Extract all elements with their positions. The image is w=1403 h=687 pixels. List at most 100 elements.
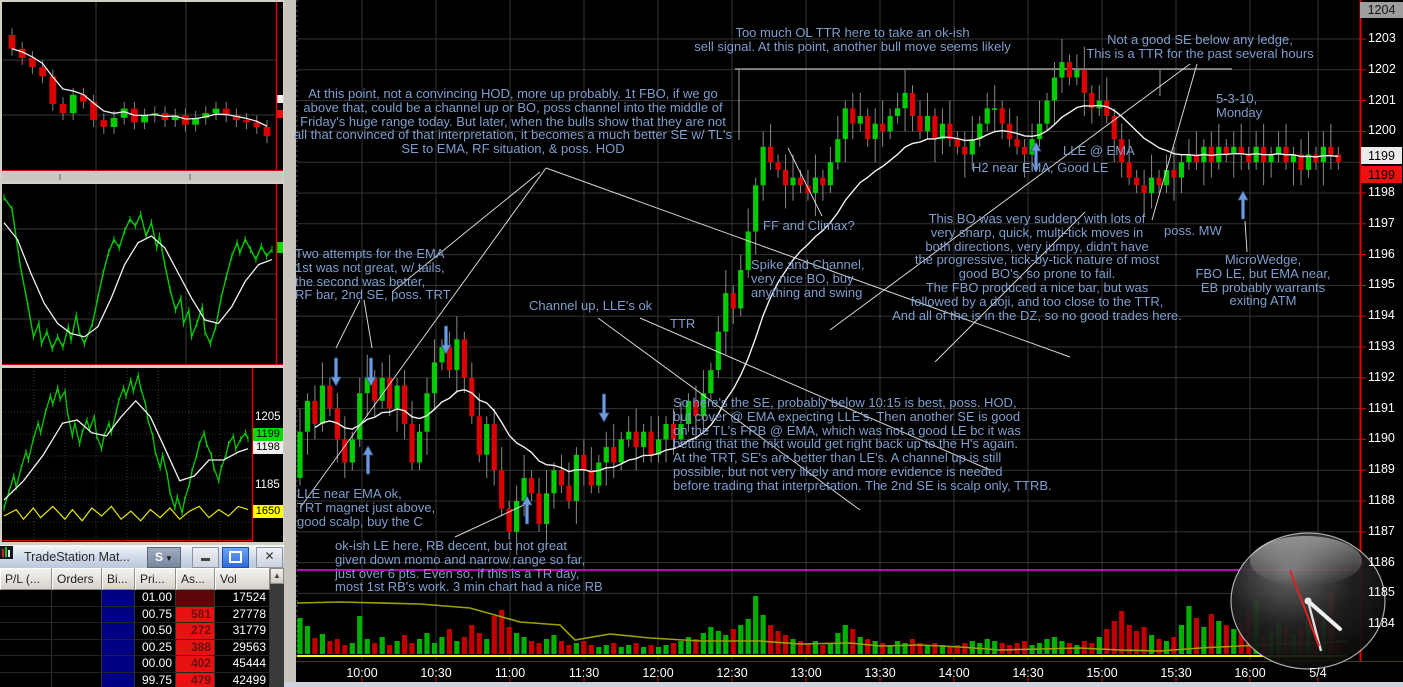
matrix-price-row[interactable]: 01.00 17524 bbox=[0, 590, 270, 607]
candle-body bbox=[1074, 69, 1080, 78]
scroll-up-icon[interactable]: ▲ bbox=[270, 568, 284, 584]
matrix-cell-price[interactable]: 99.75 bbox=[135, 672, 176, 687]
matrix-column-header[interactable]: Bi... bbox=[102, 568, 135, 590]
volume-bar bbox=[1148, 635, 1155, 654]
matrix-cell-pl[interactable] bbox=[0, 672, 52, 687]
matrix-cell-orders[interactable] bbox=[52, 623, 102, 639]
maximize-button[interactable] bbox=[222, 547, 249, 568]
matrix-cell-orders[interactable] bbox=[52, 672, 102, 687]
candle-body bbox=[327, 385, 333, 409]
matrix-cell-price[interactable]: 00.25 bbox=[135, 639, 176, 656]
window-splitter bbox=[284, 0, 296, 682]
candle-body bbox=[648, 431, 654, 455]
chevron-down-icon: ▼ bbox=[165, 554, 173, 563]
matrix-titlebar[interactable]: TradeStation Mat... S ▼ ✕ bbox=[0, 545, 284, 569]
matrix-cell-vol[interactable]: 45444 bbox=[215, 656, 270, 672]
candle-body bbox=[394, 385, 400, 409]
volume-bar bbox=[312, 638, 318, 654]
mini-chart2-price-marker bbox=[277, 242, 283, 253]
candle-body bbox=[581, 454, 587, 471]
matrix-cell-price[interactable]: 01.00 bbox=[135, 590, 176, 606]
matrix-cell-bid[interactable] bbox=[102, 606, 135, 623]
trendline bbox=[335, 299, 361, 349]
matrix-column-header[interactable]: Orders bbox=[52, 568, 102, 590]
volume-bar bbox=[715, 631, 721, 654]
candle-body bbox=[484, 424, 490, 455]
matrix-column-header[interactable]: Vol bbox=[215, 568, 270, 590]
matrix-column-header[interactable]: Pri... bbox=[135, 568, 176, 590]
candle-body bbox=[730, 293, 736, 309]
volume-bar bbox=[1156, 639, 1162, 654]
candle-body bbox=[962, 146, 968, 155]
matrix-cell-ask[interactable]: 581 bbox=[176, 606, 215, 623]
matrix-cell-pl[interactable] bbox=[0, 606, 52, 623]
matrix-cell-orders[interactable] bbox=[52, 590, 102, 606]
matrix-cell-price[interactable]: 00.00 bbox=[135, 656, 176, 672]
volume-bar bbox=[842, 625, 848, 654]
matrix-cell-price[interactable]: 00.50 bbox=[135, 623, 176, 639]
trendline bbox=[787, 147, 823, 217]
matrix-cell-bid[interactable] bbox=[102, 623, 135, 639]
volume-bar bbox=[1051, 637, 1058, 654]
minimize-button[interactable] bbox=[192, 547, 219, 568]
matrix-window-title: TradeStation Mat... bbox=[24, 549, 130, 564]
volume-bar bbox=[685, 637, 692, 654]
tradestation-app-icon bbox=[0, 546, 19, 564]
matrix-cell-pl[interactable] bbox=[0, 623, 52, 639]
volume-bar bbox=[850, 629, 856, 654]
close-button[interactable]: ✕ bbox=[256, 547, 283, 568]
volume-bar bbox=[342, 645, 348, 654]
matrix-cell-bid[interactable] bbox=[102, 639, 135, 656]
candle-body bbox=[491, 424, 497, 471]
candle-body bbox=[1186, 154, 1192, 163]
mini-chart1-price-marker bbox=[277, 110, 283, 118]
matrix-cell-ask[interactable]: 272 bbox=[176, 623, 215, 639]
candle-body bbox=[528, 477, 535, 494]
candle-body bbox=[431, 362, 438, 394]
style-dropdown-button[interactable]: S ▼ bbox=[147, 547, 181, 568]
matrix-price-row[interactable]: 00.00 402 45444 bbox=[0, 656, 270, 673]
matrix-price-row[interactable]: 00.50 272 31779 bbox=[0, 623, 270, 640]
candle-body bbox=[1104, 100, 1110, 116]
matrix-cell-pl[interactable] bbox=[0, 639, 52, 656]
matrix-cell-pl[interactable] bbox=[0, 590, 52, 606]
matrix-cell-ask[interactable]: 402 bbox=[176, 656, 215, 672]
volume-bar bbox=[1021, 641, 1028, 654]
matrix-price-row[interactable]: 99.75 479 42499 bbox=[0, 672, 270, 687]
volume-bar bbox=[880, 643, 886, 654]
matrix-cell-ask[interactable] bbox=[176, 590, 215, 606]
volume-bar bbox=[917, 643, 923, 654]
candle-body bbox=[820, 177, 826, 186]
matrix-cell-orders[interactable] bbox=[52, 639, 102, 656]
matrix-cell-orders[interactable] bbox=[52, 656, 102, 672]
left-mini-charts[interactable] bbox=[0, 0, 284, 545]
matrix-cell-vol[interactable]: 29563 bbox=[215, 639, 270, 656]
candle-body bbox=[439, 347, 445, 363]
matrix-cell-vol[interactable]: 42499 bbox=[215, 672, 270, 687]
matrix-cell-price[interactable]: 00.75 bbox=[135, 606, 176, 623]
matrix-column-header[interactable]: As... bbox=[176, 568, 215, 590]
candle-body bbox=[222, 108, 230, 116]
matrix-cell-ask[interactable]: 479 bbox=[176, 672, 215, 687]
matrix-cell-orders[interactable] bbox=[52, 606, 102, 623]
candle-body bbox=[253, 122, 261, 127]
matrix-cell-bid[interactable] bbox=[102, 672, 135, 687]
matrix-cell-vol[interactable]: 31779 bbox=[215, 623, 270, 639]
matrix-cell-bid[interactable] bbox=[102, 656, 135, 672]
volume-bar bbox=[947, 647, 953, 654]
candle-body bbox=[895, 108, 901, 116]
matrix-column-header[interactable]: P/L (... bbox=[0, 568, 52, 590]
candle-body bbox=[678, 424, 684, 440]
matrix-cell-bid[interactable] bbox=[102, 590, 135, 606]
matrix-cell-vol[interactable]: 27778 bbox=[215, 606, 270, 623]
matrix-price-row[interactable]: 00.25 388 29563 bbox=[0, 639, 270, 657]
matrix-cell-pl[interactable] bbox=[0, 656, 52, 672]
candle-body bbox=[233, 115, 240, 121]
matrix-cell-vol[interactable]: 17524 bbox=[215, 590, 270, 606]
mini-chart2-indicator bbox=[3, 193, 273, 353]
matrix-scrollbar[interactable]: ▲ bbox=[270, 568, 284, 687]
matrix-price-row[interactable]: 00.75 581 27778 bbox=[0, 606, 270, 624]
candle-body bbox=[1059, 62, 1065, 78]
matrix-cell-ask[interactable]: 388 bbox=[176, 639, 215, 656]
